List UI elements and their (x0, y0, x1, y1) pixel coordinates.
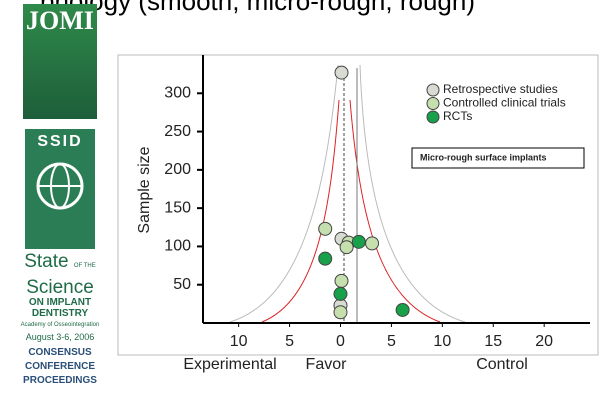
chart: Micro-rough surface implants Sample size… (0, 0, 609, 417)
x-tick-label: 5 (285, 333, 294, 350)
legend-marker (427, 111, 439, 123)
legend-marker (427, 84, 439, 96)
legend-label: Controlled clinical trials (443, 96, 566, 110)
point (340, 241, 353, 254)
legend-label: Retrospective studies (443, 82, 558, 96)
point (319, 222, 332, 235)
x-axis-label: Favor (306, 356, 348, 373)
y-axis-label: Sample size (136, 146, 153, 233)
point (335, 66, 348, 79)
y-tick-label: 200 (164, 161, 191, 178)
x-tick-label: 10 (230, 333, 248, 350)
y-tick-label: 150 (164, 199, 191, 216)
x-axis-label: Control (476, 356, 528, 373)
point (334, 306, 347, 319)
y-tick-label: 300 (164, 85, 191, 102)
point (319, 252, 332, 265)
annotation: Micro-rough surface implants (420, 152, 547, 162)
y-tick-label: 50 (173, 276, 191, 293)
x-axis-label: Experimental (183, 356, 276, 373)
x-tick-label: 20 (535, 333, 553, 350)
x-tick-label: 10 (433, 333, 451, 350)
point (396, 303, 409, 316)
x-tick-label: 0 (336, 333, 345, 350)
point (334, 287, 347, 300)
slide: phology (smooth, micro-rough, rough) JOM… (0, 0, 609, 417)
point (335, 274, 348, 287)
y-tick-label: 100 (164, 238, 191, 255)
legend-label: RCTs (443, 109, 472, 123)
point (366, 237, 379, 250)
x-tick-label: 15 (484, 333, 502, 350)
legend-marker (427, 98, 439, 110)
y-tick-label: 250 (164, 123, 191, 140)
point (352, 235, 365, 248)
x-tick-label: 5 (387, 333, 396, 350)
